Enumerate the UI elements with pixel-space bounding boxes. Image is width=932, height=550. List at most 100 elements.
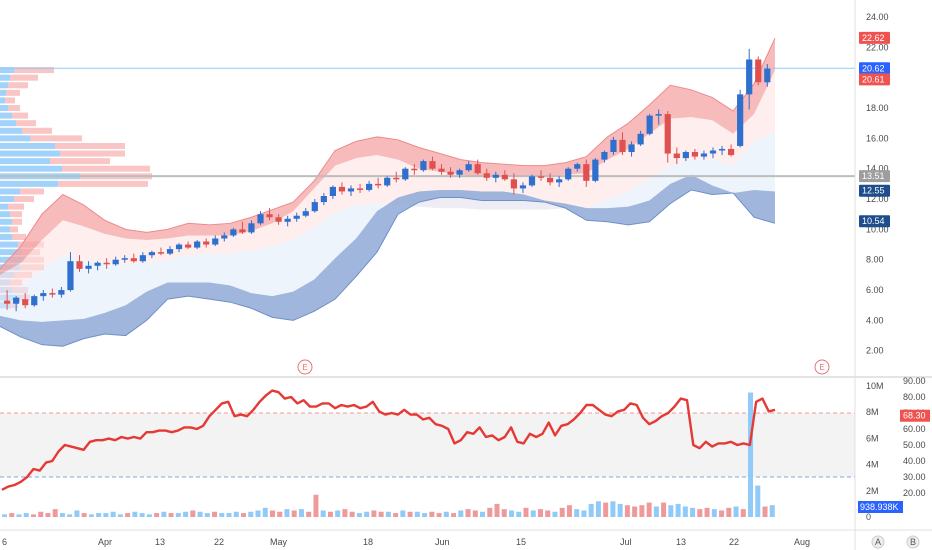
candle-75 bbox=[682, 152, 689, 159]
volume-bar-64 bbox=[465, 509, 471, 517]
volume-tick-1: 8M bbox=[866, 407, 879, 417]
volume-profile-buy-20 bbox=[0, 218, 12, 225]
volume-profile-buy-9 bbox=[0, 135, 30, 142]
volume-bar-91 bbox=[661, 502, 667, 517]
volume-profile-buy-13 bbox=[0, 165, 62, 172]
candle-63 bbox=[574, 164, 581, 169]
volume-bar-33 bbox=[241, 513, 247, 517]
candle-62 bbox=[565, 168, 572, 180]
corner-button-1[interactable] bbox=[906, 535, 920, 549]
volume-bar-69 bbox=[501, 509, 507, 517]
candle-67 bbox=[610, 139, 617, 153]
indicator-pane[interactable] bbox=[0, 389, 855, 517]
volume-bar-25 bbox=[183, 511, 189, 517]
volume-bar-89 bbox=[646, 502, 652, 517]
volume-profile-buy-24 bbox=[0, 249, 22, 256]
volume-bar-42 bbox=[306, 511, 312, 517]
volume-bar-22 bbox=[161, 511, 167, 517]
upper-band-line bbox=[0, 38, 776, 270]
candle-1 bbox=[13, 297, 20, 304]
candle-20 bbox=[185, 244, 192, 248]
rsi-badge bbox=[900, 409, 930, 422]
volume-bar-87 bbox=[632, 506, 638, 517]
price-tick-10: 4.00 bbox=[866, 315, 884, 325]
time-tick-4: May bbox=[270, 537, 288, 547]
volume-profile-sell-17 bbox=[14, 196, 34, 203]
price-tick-5: 14.00 bbox=[866, 164, 889, 174]
volume-bar-35 bbox=[255, 510, 261, 517]
volume-profile-buy-10 bbox=[0, 142, 55, 149]
volume-bar-10 bbox=[74, 510, 80, 517]
candle-29 bbox=[266, 214, 273, 218]
earnings-circle-1 bbox=[814, 359, 830, 375]
volume-bar-82 bbox=[595, 501, 601, 517]
candle-79 bbox=[718, 148, 726, 151]
earnings-marker-1: E bbox=[814, 359, 830, 375]
volume-bar-0 bbox=[2, 514, 7, 517]
candle-61 bbox=[556, 179, 563, 183]
candle-23 bbox=[212, 238, 219, 245]
volume-bar-11 bbox=[81, 513, 87, 517]
rsi-tick-0: 90.00 bbox=[903, 376, 926, 386]
volume-tick-2: 6M bbox=[866, 433, 879, 443]
price-badge-text-1: 20.62 bbox=[862, 63, 885, 73]
volume-profile-buy-15 bbox=[0, 180, 58, 187]
volume-profile-buy-22 bbox=[0, 233, 12, 240]
volume-bar-104 bbox=[755, 485, 761, 517]
volume-bar-76 bbox=[552, 511, 558, 517]
volume-profile-buy-7 bbox=[0, 120, 16, 127]
candle-71 bbox=[646, 115, 653, 134]
price-badge-text-4: 12.55 bbox=[862, 186, 885, 196]
volume-bar-41 bbox=[298, 509, 304, 517]
volume-bar-3 bbox=[23, 513, 29, 517]
volume-bar-81 bbox=[588, 503, 594, 517]
candle-32 bbox=[293, 215, 300, 219]
volume-bar-51 bbox=[371, 510, 377, 517]
candle-10 bbox=[94, 262, 101, 266]
volume-tick-4: 2M bbox=[866, 486, 879, 496]
candle-11 bbox=[103, 262, 110, 265]
volume-bar-5 bbox=[38, 511, 44, 517]
time-tick-10: 22 bbox=[729, 537, 739, 547]
corner-label-1: B bbox=[910, 537, 916, 547]
volume-profile-sell-20 bbox=[12, 218, 22, 225]
volume-bar-50 bbox=[364, 511, 370, 517]
corner-button-0[interactable] bbox=[871, 535, 885, 549]
candle-21 bbox=[194, 241, 201, 248]
volume-profile-buy-5 bbox=[0, 105, 8, 112]
rsi-zone bbox=[0, 413, 855, 477]
volume-bar-63 bbox=[458, 510, 464, 517]
candle-42 bbox=[384, 177, 391, 186]
price-badge-4 bbox=[859, 184, 890, 197]
earnings-label-1: E bbox=[819, 363, 824, 372]
volume-bar-34 bbox=[248, 511, 254, 517]
volume-bar-45 bbox=[327, 511, 333, 517]
price-tick-6: 12.00 bbox=[866, 194, 889, 204]
rsi-tick-7: 20.00 bbox=[903, 488, 926, 498]
candle-39 bbox=[356, 188, 364, 190]
volume-profile-sell-5 bbox=[8, 105, 20, 112]
candle-56 bbox=[510, 179, 517, 189]
candle-43 bbox=[393, 177, 400, 180]
price-badge-5 bbox=[859, 215, 890, 228]
time-tick-3: 22 bbox=[214, 537, 224, 547]
earnings-label-0: E bbox=[302, 363, 307, 372]
candle-64 bbox=[583, 164, 590, 181]
volume-bar-80 bbox=[581, 510, 587, 517]
candle-73 bbox=[664, 114, 671, 154]
volume-bar-97 bbox=[704, 507, 710, 517]
candle-49 bbox=[447, 171, 454, 175]
price-tick-11: 2.00 bbox=[866, 346, 884, 356]
candle-16 bbox=[148, 252, 155, 256]
volume-bar-49 bbox=[356, 513, 362, 517]
time-tick-1: Apr bbox=[98, 537, 112, 547]
volume-bar-73 bbox=[530, 510, 536, 517]
price-badge-text-3: 13.51 bbox=[862, 171, 885, 181]
volume-profile-sell-6 bbox=[12, 112, 28, 119]
volume-profile-sell-15 bbox=[58, 180, 148, 187]
volume-bar-94 bbox=[682, 506, 688, 517]
volume-bar-29 bbox=[212, 511, 218, 517]
volume-bar-24 bbox=[175, 513, 181, 517]
